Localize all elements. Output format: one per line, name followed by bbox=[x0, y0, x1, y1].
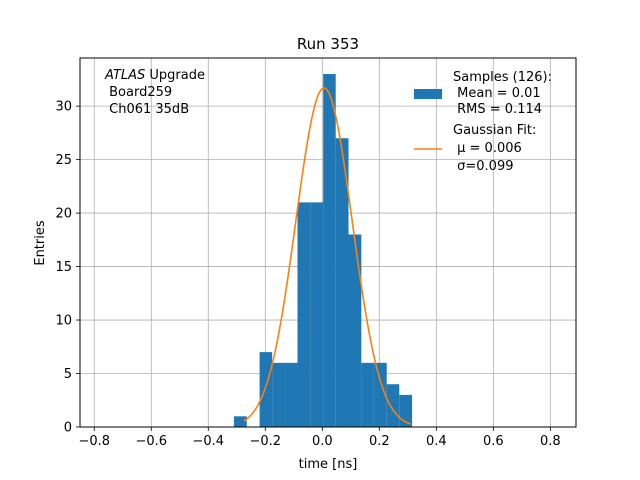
x-tick-label: −0.4 bbox=[192, 434, 224, 449]
x-tick-label: 0.4 bbox=[426, 434, 447, 449]
annotation-atlas: ATLAS bbox=[104, 68, 145, 83]
legend-label-samples: Samples (126): bbox=[453, 70, 552, 85]
gaussian-fit-curve bbox=[243, 87, 411, 425]
x-tick-label: 0.8 bbox=[540, 434, 561, 449]
histogram-bar bbox=[361, 362, 374, 427]
legend: Samples (126): Mean = 0.01 RMS = 0.114 G… bbox=[414, 70, 552, 174]
legend-swatch-samples bbox=[414, 89, 442, 99]
legend-mu: μ = 0.006 bbox=[453, 141, 522, 156]
gaussian-fit bbox=[243, 87, 411, 425]
histogram-bar bbox=[348, 234, 362, 427]
histogram-bar bbox=[335, 138, 349, 427]
histogram-bar bbox=[272, 362, 285, 427]
annotation-line-1: ATLAS Upgrade bbox=[104, 68, 205, 83]
histogram-bar bbox=[373, 362, 387, 427]
y-tick-label: 25 bbox=[55, 153, 72, 168]
x-axis-label: time [ns] bbox=[299, 457, 358, 472]
y-axis-ticks: 0 5 10 15 20 25 30 bbox=[55, 100, 80, 436]
x-tick-label: 0.0 bbox=[312, 434, 333, 449]
histogram-bar bbox=[310, 202, 324, 427]
y-axis-label: Entries bbox=[33, 220, 48, 266]
x-tick-label: −0.6 bbox=[135, 434, 167, 449]
x-tick-label: 0.6 bbox=[483, 434, 504, 449]
histogram-bar bbox=[297, 202, 311, 427]
x-axis-ticks: −0.8 −0.6 −0.4 −0.2 0.0 0.2 0.4 0.6 0.8 bbox=[78, 427, 561, 449]
x-tick-label: 0.2 bbox=[369, 434, 390, 449]
histogram-bar bbox=[259, 352, 273, 427]
y-tick-label: 30 bbox=[55, 100, 72, 115]
histogram-bar bbox=[323, 74, 336, 427]
y-tick-label: 5 bbox=[64, 367, 72, 382]
x-tick-label: −0.8 bbox=[78, 434, 110, 449]
annotation-upgrade: Upgrade bbox=[145, 68, 205, 83]
annotation-line-3: Ch061 35dB bbox=[105, 102, 189, 117]
y-tick-label: 15 bbox=[55, 260, 72, 275]
histogram-bar bbox=[233, 416, 247, 427]
annotation-line-2: Board259 bbox=[105, 85, 172, 100]
legend-sigma: σ=0.099 bbox=[453, 159, 513, 174]
annotation-block: ATLAS Upgrade Board259 Ch061 35dB bbox=[104, 68, 205, 117]
y-tick-label: 20 bbox=[55, 207, 72, 222]
y-tick-label: 10 bbox=[55, 314, 72, 329]
histogram-bar bbox=[284, 362, 298, 427]
plot-frame bbox=[79, 57, 577, 428]
y-tick-label: 0 bbox=[64, 421, 72, 436]
legend-mean: Mean = 0.01 bbox=[453, 86, 541, 101]
legend-rms: RMS = 0.114 bbox=[453, 102, 542, 117]
legend-label-fit: Gaussian Fit: bbox=[453, 123, 536, 138]
x-tick-label: −0.2 bbox=[249, 434, 281, 449]
chart-title: Run 353 bbox=[297, 35, 359, 53]
histogram-bar bbox=[386, 384, 400, 427]
